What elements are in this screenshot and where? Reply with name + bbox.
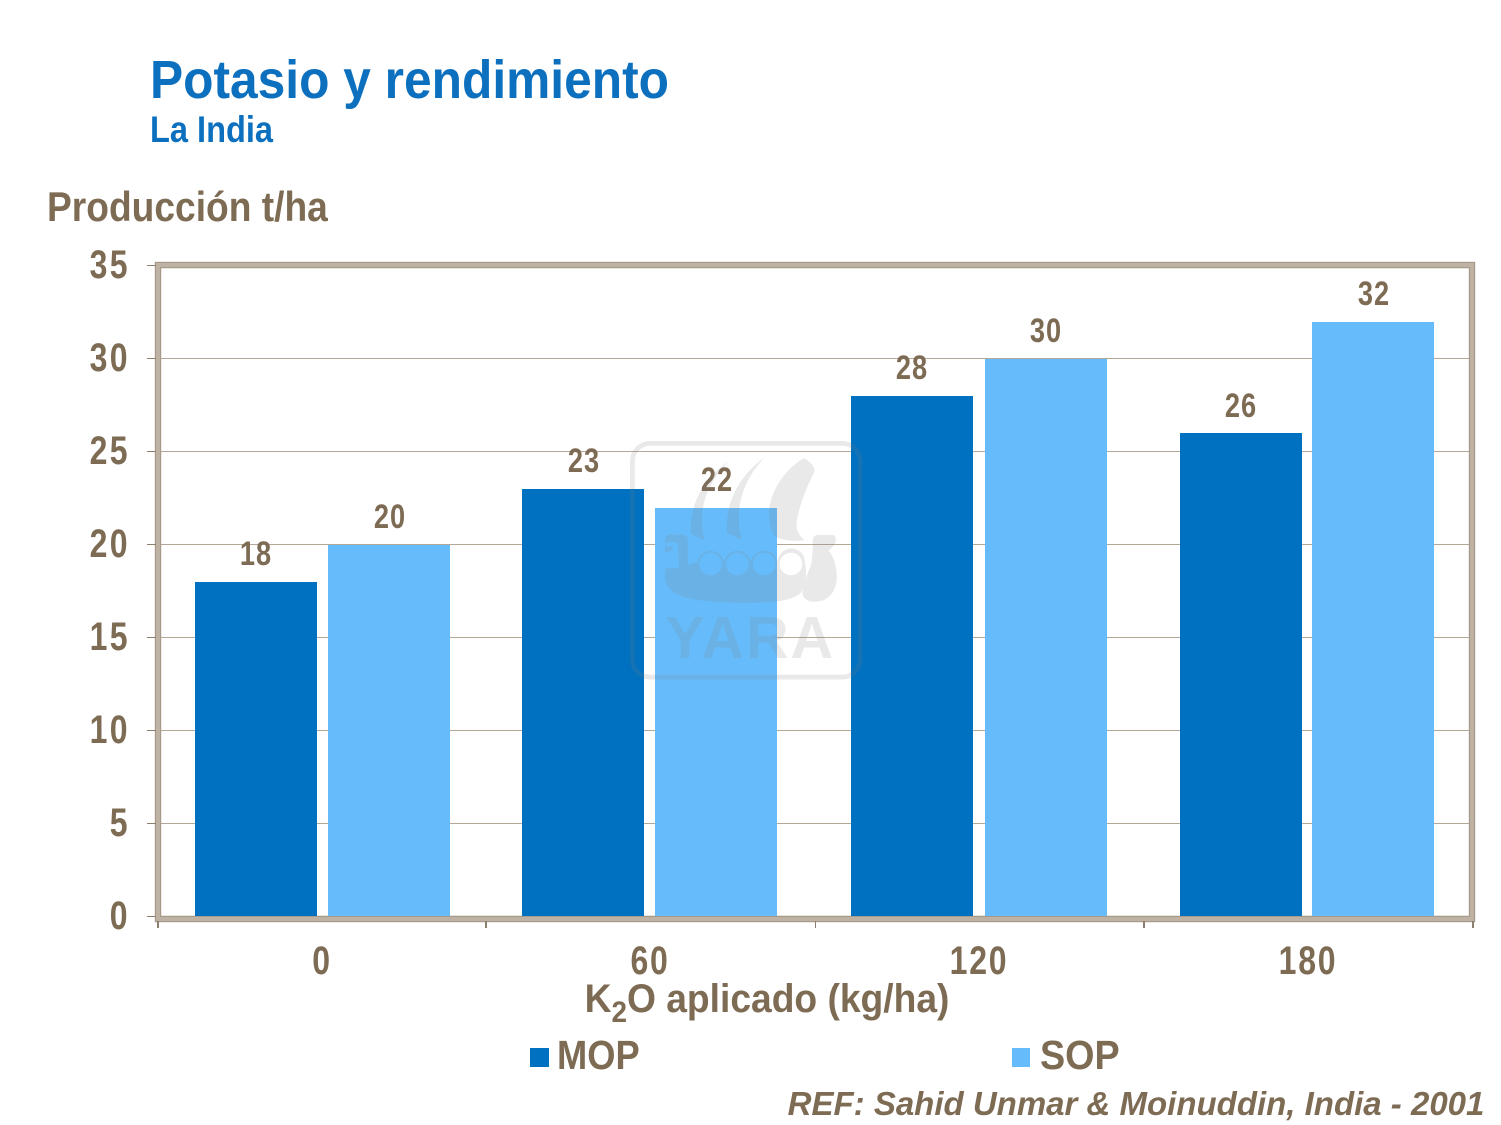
svg-text:YARA: YARA — [665, 605, 835, 671]
